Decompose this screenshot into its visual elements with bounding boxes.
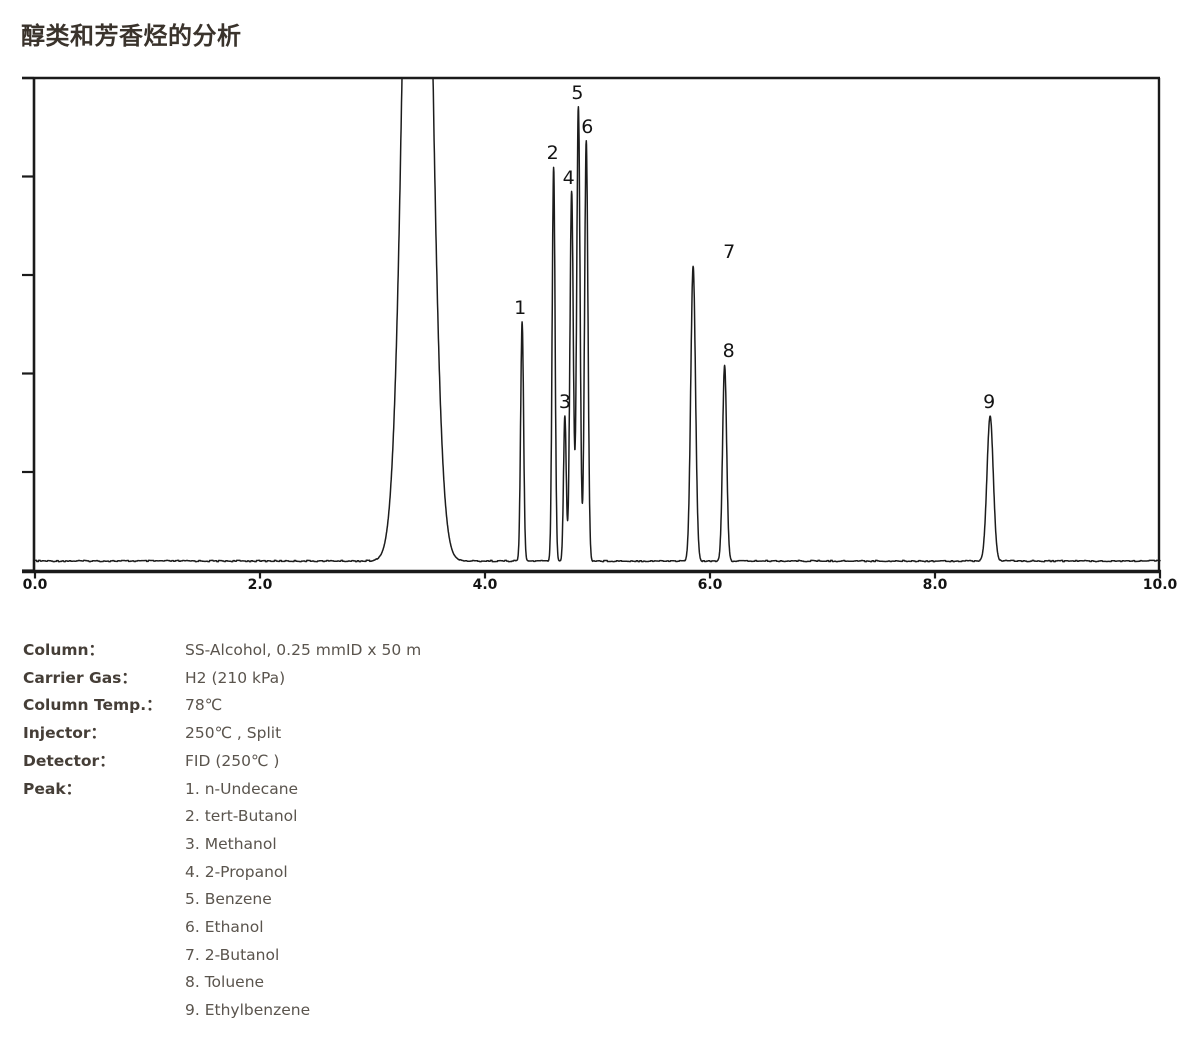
- x-tick-label: 4.0: [472, 577, 498, 593]
- condition-row: Carrier Gas： H2 (210 kPa): [23, 665, 421, 693]
- condition-label: Detector：: [23, 751, 115, 770]
- condition-value: 78℃: [185, 696, 223, 715]
- condition-value: 250℃ , Split: [185, 724, 282, 743]
- chromatogram-svg: [22, 76, 1162, 579]
- x-tick-label: 10.0: [1142, 577, 1178, 593]
- peak-label-5: 5: [571, 81, 584, 104]
- peak-list-item: 9. Ethylbenzene: [185, 1001, 311, 1020]
- chromatogram-chart: 0.0 2.0 4.0 6.0 8.0 10.0 1 2 3 4 5 6 7 8 9: [22, 76, 1178, 593]
- peak-label-1: 1: [514, 296, 527, 319]
- condition-row: Column： SS-Alcohol, 0.25 mmID x 50 m: [23, 637, 421, 665]
- peak-list: 1. n-Undecane 2. tert-Butanol 3. Methanol 4…: [185, 776, 310, 1025]
- x-tick-label: 0.0: [22, 577, 48, 593]
- peak-list-item: 6. Ethanol: [185, 918, 264, 937]
- peak-label-7: 7: [723, 241, 736, 264]
- x-tick-label: 2.0: [247, 577, 273, 593]
- condition-label: Injector：: [23, 724, 107, 743]
- peak-label-4: 4: [562, 166, 575, 189]
- condition-value: SS-Alcohol, 0.25 mmID x 50 m: [185, 641, 422, 659]
- peak-label-8: 8: [722, 340, 735, 363]
- condition-value: H2 (210 kPa): [185, 668, 286, 687]
- analysis-conditions: Column： SS-Alcohol, 0.25 mmID x 50 m Carri…: [23, 637, 421, 1025]
- peak-list-item: 7. 2-Butanol: [185, 945, 280, 964]
- peak-label-9: 9: [983, 391, 996, 414]
- peak-list-row: Peak： 1. n-Undecane 2. tert-Butanol 3. Meth…: [23, 776, 421, 1025]
- peak-list-item: 5. Benzene: [185, 890, 272, 909]
- condition-label: Carrier Gas：: [23, 668, 137, 687]
- peak-list-item: 8. Toluene: [185, 973, 265, 992]
- peak-list-item: 2. tert-Butanol: [185, 807, 298, 826]
- peak-list-label: Peak：: [23, 779, 82, 798]
- chromatogram-trace: [34, 77, 1161, 563]
- page-title: 醇类和芳香烃的分析: [21, 22, 242, 50]
- axis-ticks: [22, 76, 1162, 579]
- peak-list-item: 3. Methanol: [185, 834, 277, 853]
- peak-label-6: 6: [581, 115, 594, 138]
- peak-list-item: 4. 2-Propanol: [185, 862, 288, 881]
- condition-row: Injector： 250℃ , Split: [23, 720, 421, 748]
- condition-label: Column：: [23, 641, 105, 659]
- condition-row: Column Temp.： 78℃: [23, 692, 421, 720]
- x-tick-label: 8.0: [922, 577, 948, 593]
- condition-row: Detector： FID (250℃ ): [23, 748, 421, 776]
- condition-value: FID (250℃ ): [185, 751, 280, 770]
- peak-label-2: 2: [546, 142, 559, 165]
- x-tick-label: 6.0: [697, 577, 723, 593]
- plot-frame: [22, 76, 1161, 574]
- peak-list-item: 1. n-Undecane: [185, 779, 299, 798]
- condition-label: Column Temp.：: [23, 696, 162, 715]
- peak-label-3: 3: [558, 391, 571, 414]
